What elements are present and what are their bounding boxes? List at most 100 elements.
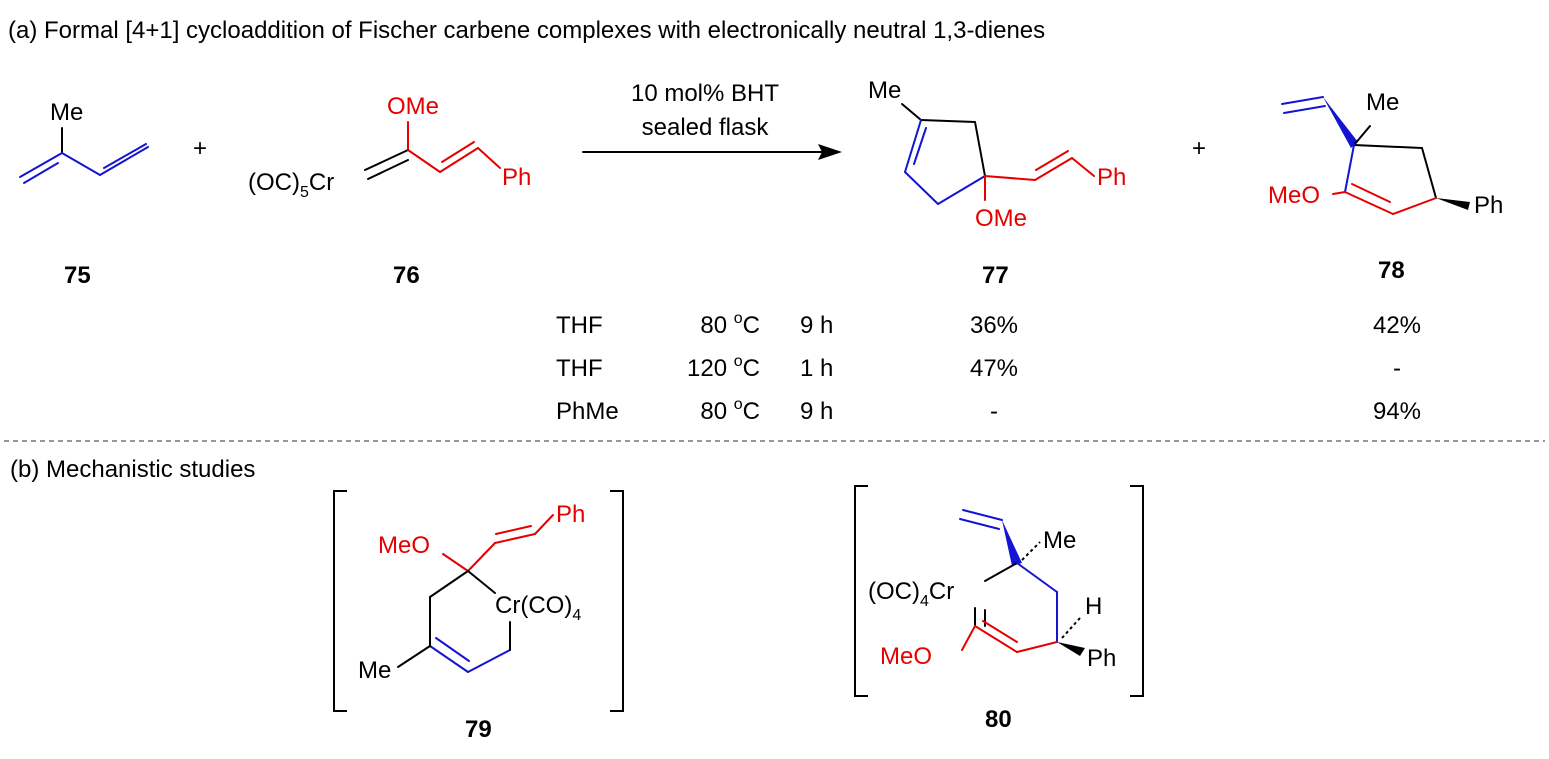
c77-ph-label: Ph	[1097, 164, 1126, 191]
solvent-cell: THF	[556, 355, 603, 382]
c75-bond	[99, 146, 149, 176]
compound-77-label: 77	[982, 262, 1009, 289]
c80-hash-bond	[1061, 617, 1081, 639]
c78-ring-bond	[1344, 191, 1394, 215]
yield-78-cell: 42%	[1373, 312, 1421, 339]
temperature-cell: 80 oC	[700, 310, 760, 339]
yield-77-cell: 36%	[970, 312, 1018, 339]
c79-bond	[467, 542, 496, 572]
c77-bond	[984, 175, 1036, 181]
c78-wedge-bond	[1323, 97, 1358, 148]
compound-75-label: 75	[64, 262, 91, 289]
c76-bond	[407, 149, 441, 173]
c80-ring-bond	[984, 562, 1018, 582]
c80-left-bracket	[854, 485, 868, 697]
c80-right-bracket	[1130, 485, 1144, 697]
table-row: PhMe 80 oC 9 h - 94%	[556, 396, 1421, 425]
c80-wedge-bond	[1057, 642, 1085, 656]
solvent-cell: THF	[556, 312, 603, 339]
reaction-arrow: 10 mol% BHT sealed flask	[582, 80, 842, 160]
c79-cr-label: Cr(CO)4	[495, 592, 581, 624]
c77-me-label: Me	[868, 77, 901, 104]
c80-bond	[961, 625, 976, 651]
time-cell: 1 h	[800, 355, 833, 382]
c76-bond	[439, 147, 479, 173]
c76-carbene-double-bond	[364, 149, 409, 171]
c80-h-label: H	[1085, 593, 1102, 620]
compound-76: OMe (OC)5Cr Ph 76	[248, 93, 531, 289]
c77-ring-bond	[904, 171, 939, 205]
c78-vinyl-double-bond	[1283, 105, 1326, 114]
c79-ring-bond	[429, 570, 469, 598]
compound-80-label: 80	[985, 706, 1012, 733]
c79-right-bracket	[610, 490, 624, 712]
c79-bond	[442, 553, 469, 572]
compound-79-label: 79	[465, 716, 492, 743]
arrow-head	[818, 144, 842, 160]
c77-bond	[1071, 157, 1095, 177]
c75-me-label: Me	[50, 99, 83, 126]
c75-double-bond	[103, 143, 147, 169]
c77-ring-bond	[937, 175, 986, 205]
c78-vinyl-bond	[1281, 96, 1324, 105]
c78-me-label: Me	[1366, 89, 1399, 116]
c80-ring-bond	[1016, 562, 1058, 593]
c79-meo-label: MeO	[378, 532, 430, 559]
c80-wedge-bond	[1002, 520, 1022, 566]
c79-double-bond	[495, 525, 532, 535]
arrow-reagent: 10 mol% BHT	[631, 80, 779, 107]
c80-meo-label: MeO	[880, 643, 932, 670]
c77-double-bond	[1035, 150, 1069, 171]
c75-double-bond	[23, 162, 59, 184]
c80-me-label: Me	[1043, 527, 1076, 554]
c75-bond	[19, 152, 63, 178]
c77-ome-label: OMe	[975, 205, 1027, 232]
temperature-cell: 120 oC	[687, 353, 760, 382]
c78-ph-label: Ph	[1474, 192, 1503, 219]
conditions-table: THF 80 oC 9 h 36% 42% THF 120 oC 1 h 47%…	[556, 310, 1421, 425]
compound-75: Me 75	[19, 99, 149, 289]
c77-bond	[1034, 157, 1073, 181]
c78-ring-bond	[1392, 197, 1437, 215]
c78-meo-label: MeO	[1268, 182, 1320, 209]
c76-bond	[477, 147, 501, 169]
c80-ring-bond	[974, 625, 1018, 653]
c79-me-label: Me	[358, 657, 391, 684]
c80-cr-label: (OC)4Cr	[868, 578, 954, 610]
time-cell: 9 h	[800, 398, 833, 425]
c76-ome-label: OMe	[387, 93, 439, 120]
plus-sign: +	[1192, 135, 1206, 162]
compound-76-label: 76	[393, 262, 420, 289]
c78-double-bond	[1351, 183, 1391, 203]
c79-left-bracket	[333, 490, 347, 712]
yield-77-cell: 47%	[970, 355, 1018, 382]
c77-ring-bond	[904, 119, 922, 173]
c77-ring-bond	[920, 119, 976, 123]
c79-double-bond	[435, 637, 470, 662]
compound-79: Ph MeO Cr(CO)4 Me 79	[333, 490, 624, 743]
c80-vinyl-bond	[962, 509, 1003, 521]
time-cell: 9 h	[800, 312, 833, 339]
c78-ring-bond	[1421, 147, 1437, 199]
c78-ring-bond	[1344, 144, 1355, 193]
c80-hash-bond	[1021, 541, 1041, 561]
c78-bond	[1332, 191, 1346, 195]
c76-carbene-double-bond	[367, 159, 409, 180]
plus-sign: +	[193, 135, 207, 162]
c78-ring-bond	[1353, 144, 1423, 149]
c78-methyl-bond	[1353, 125, 1371, 146]
c79-ring-bond	[429, 645, 469, 673]
table-row: THF 80 oC 9 h 36% 42%	[556, 310, 1421, 339]
c80-double-bond	[982, 620, 1018, 643]
c76-double-bond	[441, 141, 475, 163]
c78-wedge-bond	[1436, 198, 1470, 210]
yield-78-cell: -	[1393, 355, 1401, 382]
c76-ph-label: Ph	[502, 164, 531, 191]
c79-bond	[494, 533, 536, 544]
c79-ph-label: Ph	[556, 501, 585, 528]
c80-ph-label: Ph	[1087, 645, 1116, 672]
compound-77: Me OMe Ph 77	[868, 77, 1126, 289]
c77-methyl-bond	[901, 103, 922, 121]
compound-80: Me (OC)4Cr H MeO Ph 80	[854, 485, 1144, 733]
